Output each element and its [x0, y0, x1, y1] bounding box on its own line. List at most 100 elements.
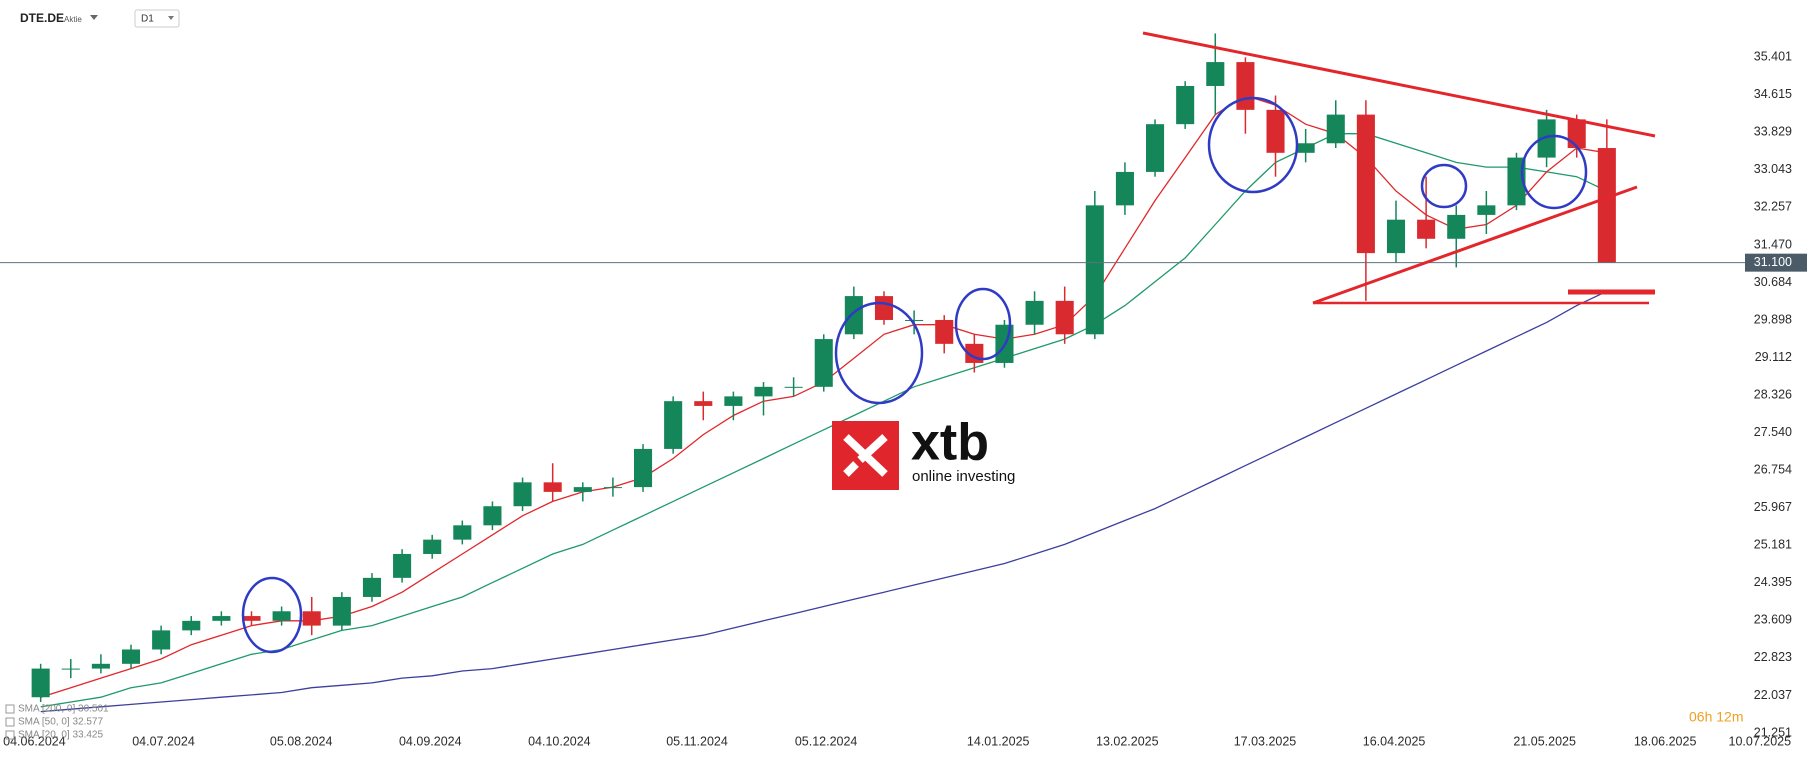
symbol[interactable]: DTE.DE: [20, 11, 64, 25]
last-price-label: 31.100: [1754, 255, 1792, 269]
dropdown-arrow: [168, 16, 174, 20]
trend-line: [1142, 31, 1656, 138]
candle-body: [874, 296, 894, 320]
candle-body: [152, 630, 171, 650]
y-tick-label: 31.470: [1754, 237, 1792, 251]
candle-body: [1537, 119, 1556, 158]
candle-body: [1296, 143, 1315, 153]
legend-icon: [5, 704, 15, 714]
highlight-circle: [241, 576, 303, 654]
candle-body: [905, 319, 924, 321]
candle-body: [272, 611, 291, 621]
candle-body: [61, 668, 80, 670]
candle-body: [453, 525, 472, 540]
y-tick-label: 26.754: [1754, 463, 1792, 477]
y-tick-label: 29.112: [1755, 350, 1792, 364]
candle-body: [603, 487, 622, 489]
candle-body: [844, 296, 863, 335]
candle-body: [633, 448, 653, 488]
x-tick-label: 17.03.2025: [1234, 734, 1297, 748]
y-tick-label: 34.615: [1754, 87, 1792, 101]
y-tick-label: 25.181: [1754, 538, 1792, 552]
candle-body: [393, 553, 412, 578]
x-tick-label: 05.12.2024: [795, 734, 858, 748]
countdown: 06h 12m: [1689, 709, 1743, 725]
x-tick-label: 04.06.2024: [3, 734, 66, 748]
y-tick-label: 33.043: [1754, 162, 1792, 176]
x-tick-label: 10.07.2025: [1729, 734, 1792, 748]
y-tick-label: 32.257: [1754, 200, 1792, 214]
y-tick-label: 30.684: [1754, 275, 1792, 289]
sma-line: [40, 133, 1608, 708]
candle-body: [1447, 214, 1466, 239]
candle-body: [543, 482, 562, 492]
y-tick-label: 35.401: [1754, 50, 1792, 64]
candle-body: [1326, 114, 1345, 144]
candle-body: [664, 401, 683, 449]
candle-body: [814, 339, 833, 387]
legend-entry: SMA [50, 0] 32.577: [18, 717, 103, 728]
highlight-circle: [954, 287, 1012, 361]
candle-body: [513, 482, 532, 507]
candle-body: [1567, 119, 1586, 149]
x-tick-label: 04.07.2024: [132, 734, 195, 748]
candle-body: [423, 539, 442, 554]
candle-body: [242, 616, 261, 621]
candle-body: [1266, 109, 1285, 153]
candle-body: [302, 611, 321, 626]
y-tick-label: 28.326: [1754, 387, 1792, 401]
interval: D1: [141, 14, 154, 25]
last-price-box: [1745, 253, 1807, 272]
logo-mark: [843, 434, 888, 477]
candle-body: [1085, 205, 1104, 335]
legend-icon: [5, 717, 15, 727]
candle-body: [754, 386, 773, 397]
legend-entry: SMA [20, 0] 33.425: [18, 730, 103, 741]
x-tick-label: 05.08.2024: [270, 734, 333, 748]
candle-body: [694, 401, 713, 406]
candle-body: [1236, 62, 1255, 110]
y-tick-label: 24.395: [1754, 575, 1792, 589]
y-tick-label: 25.967: [1754, 500, 1792, 514]
highlight-circle: [1420, 163, 1468, 209]
annotations: [241, 31, 1656, 654]
x-tick-label: 18.06.2025: [1634, 734, 1697, 748]
instrument-type: Aktie: [64, 15, 82, 24]
candle-body: [1477, 205, 1496, 215]
logo-text: xtb: [911, 414, 989, 472]
candle-body: [573, 487, 592, 492]
candle-body: [1115, 171, 1134, 206]
y-tick-label: 22.037: [1754, 688, 1792, 702]
interval-box[interactable]: [134, 9, 180, 28]
y-tick-label: 22.823: [1754, 650, 1792, 664]
sma-line: [40, 290, 1608, 713]
candle-body: [1176, 85, 1195, 125]
candle-body: [724, 396, 743, 406]
candle-body: [1025, 300, 1044, 325]
legend-icon: [5, 730, 15, 740]
x-tick-label: 16.04.2025: [1363, 734, 1426, 748]
trend-line: [1312, 185, 1638, 305]
highlight-circle: [1207, 96, 1299, 194]
x-tick-label: 14.01.2025: [967, 734, 1030, 748]
candle-body: [935, 319, 954, 344]
candle-body: [784, 386, 803, 388]
candle-body: [1356, 114, 1375, 254]
candle-body: [483, 506, 502, 526]
candle-body: [1146, 124, 1165, 172]
y-tick-label: 23.609: [1754, 613, 1792, 627]
candle-body: [182, 620, 201, 631]
highlight-circle: [834, 301, 924, 405]
dropdown-arrow[interactable]: [90, 15, 98, 20]
candle-body: [31, 668, 50, 698]
candle-body: [1597, 148, 1616, 263]
watermark: xtb online investing: [832, 414, 1015, 490]
candle-body: [212, 616, 231, 621]
x-tick-label: 04.09.2024: [399, 734, 462, 748]
y-tick-label: 21.251: [1754, 725, 1792, 739]
candle-body: [332, 596, 351, 626]
candle-body: [1417, 219, 1436, 239]
candle-body: [1386, 219, 1406, 254]
